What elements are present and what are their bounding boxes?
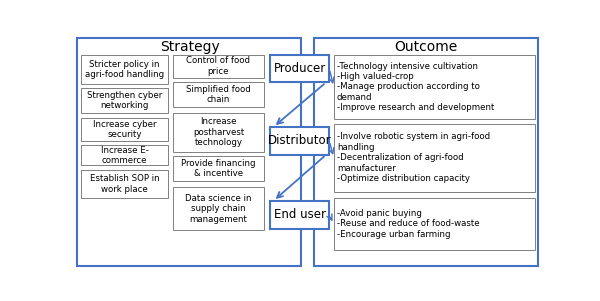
Text: Provide financing
& incentive: Provide financing & incentive: [181, 159, 256, 178]
Text: Data science in
supply chain
management: Data science in supply chain management: [185, 194, 251, 224]
Bar: [173, 187, 264, 230]
Text: End user: End user: [274, 208, 326, 221]
Text: Outcome: Outcome: [394, 40, 458, 54]
Bar: [271, 54, 329, 82]
Bar: [314, 38, 538, 266]
Bar: [81, 88, 168, 113]
Bar: [173, 54, 264, 78]
Bar: [271, 201, 329, 229]
Bar: [334, 54, 535, 119]
Text: Control of food
price: Control of food price: [187, 57, 250, 76]
Text: Increase E-
commerce: Increase E- commerce: [101, 146, 149, 165]
Text: Distributor: Distributor: [268, 134, 332, 147]
Text: -Avoid panic buying
-Reuse and reduce of food-waste
-Encourage urban farming: -Avoid panic buying -Reuse and reduce of…: [337, 209, 479, 239]
Text: -Involve robotic system in agri-food
handling
-Decentralization of agri-food
man: -Involve robotic system in agri-food han…: [337, 132, 490, 183]
Text: Stricter policy in
agri-food handling: Stricter policy in agri-food handling: [85, 60, 164, 79]
Bar: [334, 198, 535, 250]
Text: Increase
postharvest
technology: Increase postharvest technology: [193, 117, 244, 147]
Text: Simplified food
chain: Simplified food chain: [186, 85, 251, 104]
Text: Producer: Producer: [274, 62, 326, 75]
Bar: [81, 118, 168, 141]
Text: Strategy: Strategy: [160, 40, 220, 54]
Bar: [271, 127, 329, 155]
Bar: [334, 124, 535, 192]
Text: -Technology intensive cultivation
-High valued-crop
-Manage production according: -Technology intensive cultivation -High …: [337, 62, 494, 112]
Bar: [173, 113, 264, 152]
Text: Establish SOP in
work place: Establish SOP in work place: [90, 174, 160, 194]
Bar: [77, 38, 301, 266]
Bar: [81, 170, 168, 198]
Bar: [173, 156, 264, 181]
Bar: [81, 145, 168, 166]
Bar: [81, 54, 168, 84]
Text: Increase cyber
security: Increase cyber security: [93, 119, 157, 139]
Bar: [173, 82, 264, 107]
Text: Strengthen cyber
networking: Strengthen cyber networking: [87, 91, 162, 110]
